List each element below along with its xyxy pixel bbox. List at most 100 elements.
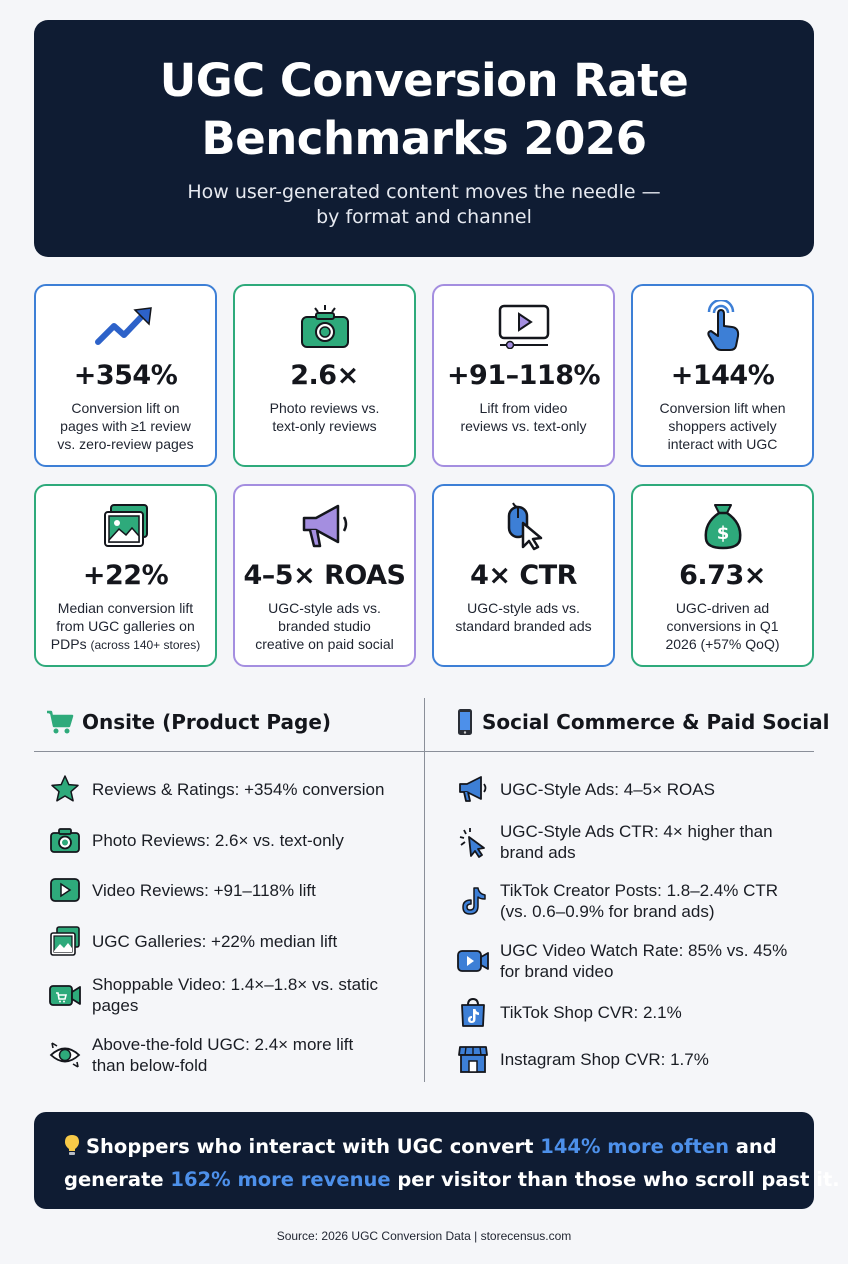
money-bag-icon: $ [633, 500, 812, 552]
callout-text: per visitor than those who scroll past i… [390, 1168, 840, 1191]
stat-description: UGC-style ads vs. standard branded ads [440, 599, 607, 635]
list-item: TikTok Creator Posts: 1.8–2.4% CTR (vs. 0… [456, 880, 778, 922]
eye-icon [48, 1038, 82, 1072]
megaphone-icon [235, 500, 414, 552]
section-divider-vertical [424, 698, 425, 1082]
callout-highlight: 162% more revenue [170, 1168, 391, 1191]
stat-value: 4× CTR [470, 560, 577, 591]
page-title: UGC Conversion Rate Benchmarks 2026 [34, 52, 814, 168]
subtitle-line-1: How user-generated content moves the nee… [187, 181, 661, 203]
tap-hand-icon [633, 300, 812, 352]
callout-highlight: 144% more often [540, 1135, 729, 1158]
stat-value: +144% [670, 360, 775, 391]
list-item: Above-the-fold UGC: 2.4× more lift than b… [48, 1034, 353, 1076]
item-text: brand ads [500, 843, 576, 862]
gallery-icon [36, 500, 215, 552]
stat-card-ugc-interaction: +144% Conversion lift when shoppers acti… [631, 284, 814, 467]
item-text: Above-the-fold UGC: 2.4× more lift [92, 1035, 354, 1054]
title-line-2: Benchmarks 2026 [201, 112, 647, 165]
item-text: Reviews & Ratings: +354% conversion [92, 779, 385, 799]
desc-line: 2026 (+57% QoQ) [665, 636, 780, 652]
desc-line: branded studio [278, 618, 371, 634]
list-item: Video Reviews: +91–118% lift [48, 873, 316, 907]
callout-line-2: generate 162% more revenue per visitor t… [64, 1165, 840, 1195]
item-text: UGC Video Watch Rate: 85% vs. 45% [500, 941, 788, 960]
item-text: UGC Galleries: +22% median lift [92, 931, 338, 951]
gallery-icon [48, 924, 82, 958]
item-text: (vs. 0.6–0.9% for brand ads) [500, 902, 715, 921]
stat-card-video-reviews: +91–118% Lift from video reviews vs. tex… [432, 284, 615, 467]
list-item: UGC-Style Ads: 4–5× ROAS [456, 772, 715, 806]
stat-description: Lift from video reviews vs. text-only [440, 399, 607, 435]
callout-text: Shoppers who interact with UGC convert [86, 1135, 541, 1158]
item-text: than below-fold [92, 1056, 208, 1075]
tiktok-icon [456, 884, 490, 918]
desc-line: Conversion lift on [71, 400, 180, 416]
video-cart-icon [48, 978, 82, 1012]
smartphone-icon [456, 708, 474, 736]
desc-line: vs. zero-review pages [57, 436, 194, 452]
stat-description: Conversion lift when shoppers actively i… [639, 399, 806, 453]
callout-line-1: Shoppers who interact with UGC convert 1… [64, 1132, 814, 1165]
onsite-heading: Onsite (Product Page) [46, 708, 331, 736]
stat-description: Median conversion lift from UGC gallerie… [42, 599, 209, 654]
camera-icon [48, 823, 82, 857]
item-text: for brand video [500, 962, 614, 981]
star-icon [48, 772, 82, 806]
desc-line: reviews vs. text-only [460, 418, 587, 434]
stat-card-photo-reviews: 2.6× Photo reviews vs. text-only reviews [233, 284, 416, 467]
item-text: pages [92, 996, 139, 1015]
megaphone-icon [456, 772, 490, 806]
video-camera-icon [456, 944, 490, 978]
camera-icon [235, 300, 414, 352]
desc-line: Photo reviews vs. [269, 400, 380, 416]
shopping-cart-icon [46, 709, 74, 735]
list-item: Shoppable Video: 1.4×–1.8× vs. static pag… [48, 974, 378, 1016]
stat-card-ugc-galleries: +22% Median conversion lift from UGC gal… [34, 484, 217, 667]
desc-line: UGC-driven ad [675, 600, 770, 616]
desc-line: UGC-style ads vs. [268, 600, 381, 616]
subtitle-line-2: by format and channel [316, 206, 532, 228]
social-heading-text: Social Commerce & Paid Social [482, 710, 830, 734]
stat-description: UGC-style ads vs. branded studio creativ… [241, 599, 408, 653]
desc-line: shoppers actively [668, 418, 777, 434]
stat-description: Conversion lift on pages with ≥1 review … [42, 399, 209, 453]
callout-text: generate [64, 1168, 171, 1191]
stat-description: Photo reviews vs. text-only reviews [241, 399, 408, 435]
trend-up-icon [36, 300, 215, 352]
desc-line: from UGC galleries on [56, 618, 195, 634]
list-item: UGC Video Watch Rate: 85% vs. 45% for bra… [456, 940, 787, 982]
stat-value: +22% [82, 560, 169, 591]
stat-card-ugc-ad-conversions: $ 6.73× UGC-driven ad conversions in Q1 … [631, 484, 814, 667]
item-text: Instagram Shop CVR: 1.7% [500, 1049, 709, 1069]
desc-line: conversions in Q1 [666, 618, 779, 634]
item-text: UGC-Style Ads CTR: 4× higher than [500, 822, 773, 841]
list-item: Photo Reviews: 2.6× vs. text-only [48, 823, 344, 857]
play-icon [48, 873, 82, 907]
callout-text: and [728, 1135, 777, 1158]
list-item: Instagram Shop CVR: 1.7% [456, 1042, 709, 1076]
desc-line: standard branded ads [455, 618, 592, 634]
stat-card-ugc-ads-ctr: 4× CTR UGC-style ads vs. standard brande… [432, 484, 615, 667]
social-heading: Social Commerce & Paid Social [456, 708, 829, 736]
stat-card-reviews: +354% Conversion lift on pages with ≥1 r… [34, 284, 217, 467]
desc-line: UGC-style ads vs. [467, 600, 580, 616]
stat-value: 6.73× [679, 560, 766, 591]
desc-line: pages with ≥1 review [60, 418, 191, 434]
lightbulb-icon [64, 1134, 80, 1165]
page-subtitle: How user-generated content moves the nee… [34, 180, 814, 230]
item-text: Shoppable Video: 1.4×–1.8× vs. static [92, 975, 379, 994]
list-item: UGC-Style Ads CTR: 4× higher than brand a… [456, 821, 773, 863]
tiktok-shop-bag-icon [456, 995, 490, 1029]
callout-banner: Shoppers who interact with UGC convert 1… [34, 1112, 840, 1209]
desc-line: interact with UGC [667, 436, 778, 452]
stat-value: +354% [73, 360, 178, 391]
item-text: UGC-Style Ads: 4–5× ROAS [500, 779, 715, 799]
desc-line: Median conversion lift [57, 600, 194, 616]
desc-line: PDPs (across 140+ stores) [42, 635, 209, 654]
mouse-cursor-icon [434, 500, 613, 552]
stat-description: UGC-driven ad conversions in Q1 2026 (+5… [639, 599, 806, 653]
item-text: Photo Reviews: 2.6× vs. text-only [92, 830, 344, 850]
desc-note: (across 140+ stores) [90, 638, 201, 652]
desc-line: Conversion lift when [659, 400, 786, 416]
